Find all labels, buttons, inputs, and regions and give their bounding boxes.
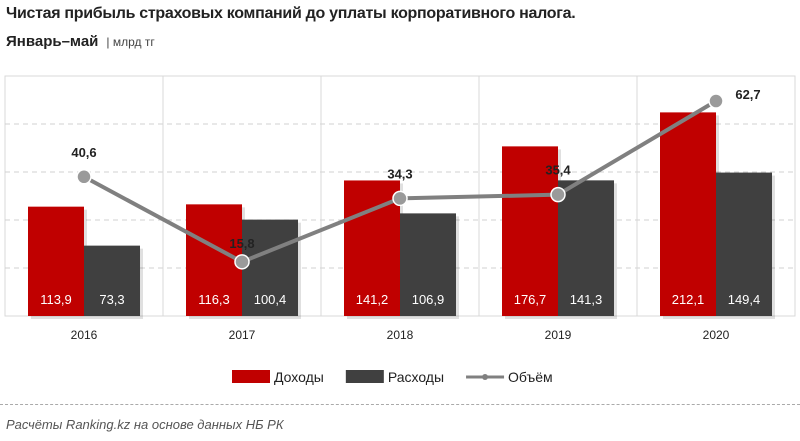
legend-label: Расходы [388,369,444,385]
bar-value-label: 106,9 [412,292,445,307]
line-value-label: 35,4 [545,163,571,178]
bar-Расходы [716,172,772,316]
line-value-label: 62,7 [735,87,760,102]
x-tick-label: 2018 [387,328,414,342]
line-value-label: 34,3 [387,166,412,181]
legend-swatch [232,370,270,383]
x-tick-label: 2019 [545,328,572,342]
line-point [550,186,566,203]
bar-value-label: 141,3 [570,292,603,307]
bar-Расходы [400,213,456,316]
bar-Доходы [660,112,716,316]
bar-Доходы [502,146,558,316]
x-tick-label: 2020 [703,328,730,342]
chart-title: Чистая прибыль страховых компаний до упл… [6,5,576,22]
divider [0,404,800,405]
chart-subtitle: Январь–май | млрд тг [6,33,155,50]
line-point [234,254,250,270]
bar-value-label: 212,1 [672,292,705,307]
x-tick-label: 2017 [229,328,256,342]
bar-Доходы [28,206,84,316]
bar-value-label: 100,4 [254,292,287,307]
legend-marker [482,374,489,380]
bar-value-label: 141,2 [356,292,389,307]
bar-Доходы [186,204,242,316]
x-tick-label: 2016 [71,328,98,342]
bar-value-label: 149,4 [728,292,761,307]
line-value-label: 15,8 [229,236,254,251]
legend-swatch [345,370,384,383]
bar-value-label: 176,7 [514,292,547,307]
unit-label: | млрд тг [106,35,155,49]
bar-Расходы [558,180,614,316]
line-point [76,169,92,185]
legend-label: Объём [508,369,553,385]
bar-Расходы [84,245,140,316]
source-note: Расчёты Ranking.kz на основе данных НБ Р… [6,417,284,432]
bar-value-label: 113,9 [40,292,72,307]
period-label: Январь–май [6,33,99,50]
line-point [392,190,408,207]
bar-value-label: 73,3 [99,292,124,307]
bar-value-label: 116,3 [198,292,230,307]
line-value-label: 40,6 [71,145,96,160]
legend-label: Доходы [274,369,324,385]
line-point [708,93,724,109]
bar-Расходы [242,219,298,316]
